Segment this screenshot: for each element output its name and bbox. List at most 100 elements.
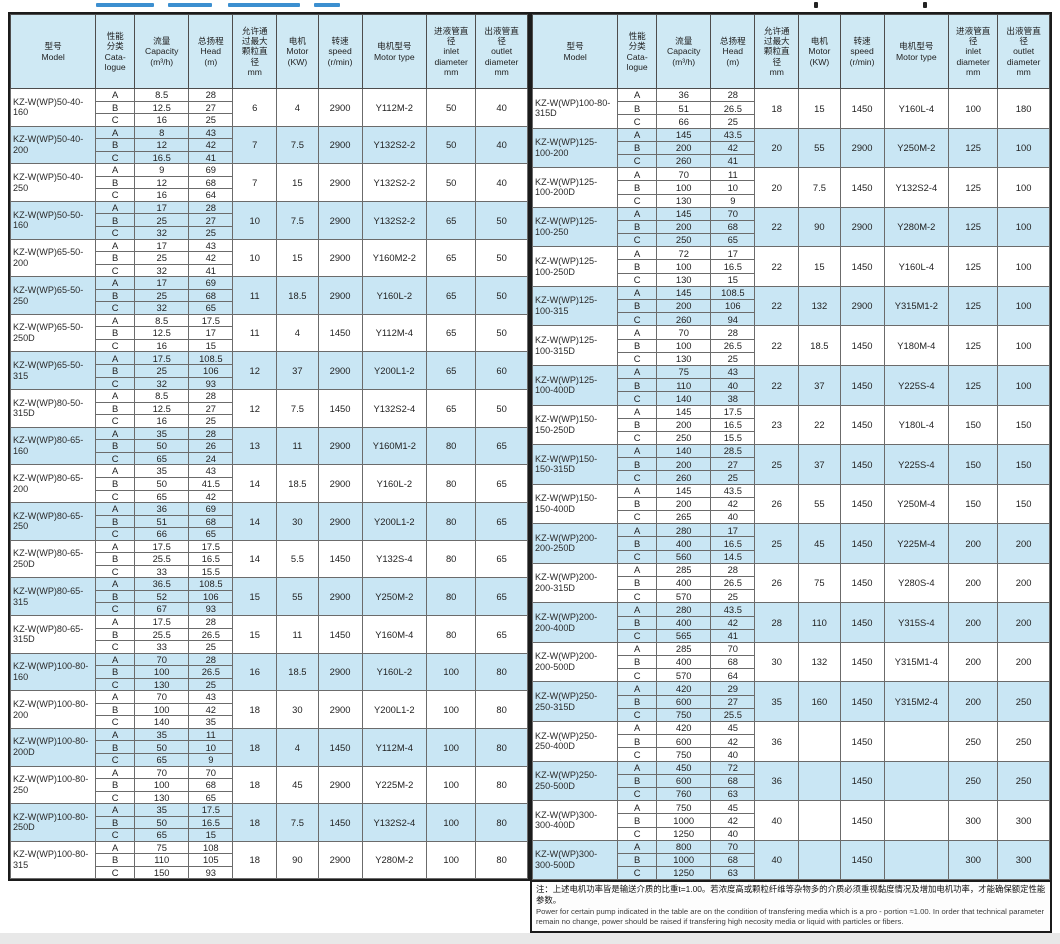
outlet-cell: 100 <box>997 364 1050 406</box>
capacity-cell: 200 <box>656 496 712 512</box>
capacity-cell: 250 <box>656 233 712 248</box>
speed-cell: 2900 <box>317 351 363 391</box>
inlet-cell: 100 <box>426 727 477 767</box>
motor-cell: 7.5 <box>798 167 841 208</box>
speed-cell: 1450 <box>839 800 885 841</box>
catalogue-cell: B <box>617 101 658 116</box>
catalogue-cell: B <box>95 589 136 604</box>
catalogue-cell: A <box>617 641 658 657</box>
catalogue-cell: A <box>617 523 658 538</box>
particle-cell: 11 <box>232 276 278 315</box>
speed-cell: 1450 <box>317 727 363 767</box>
capacity-cell: 750 <box>656 707 712 723</box>
catalogue-cell: A <box>95 88 136 102</box>
capacity-cell: 560 <box>656 549 712 564</box>
catalogue-cell: B <box>617 813 658 828</box>
table-row: KZ-W(WP)65-50-200 A 17 43 10 15 2900 Y160M2-2 65… <box>9 238 528 278</box>
motor-type-cell: Y200L1-2 <box>361 502 428 541</box>
motor-cell: 55 <box>276 577 319 616</box>
table-row: KZ-W(WP)150-150-400D A 145 43.5 26 55 1450 Y250… <box>531 483 1050 525</box>
column-header-catalogue: 性能 分类 Cata-logue <box>95 14 136 89</box>
model-cell: KZ-W(WP)50-40-200 <box>9 125 97 165</box>
capacity-cell: 25 <box>134 251 190 265</box>
table-row: B 200 42 <box>533 140 1050 155</box>
catalogue-cell: A <box>617 206 658 221</box>
inlet-cell: 80 <box>426 502 477 541</box>
particle-cell: 35 <box>754 681 800 722</box>
catalogue-cell: C <box>617 826 658 841</box>
catalogue-cell: B <box>95 552 136 566</box>
catalogue-cell: A <box>95 313 136 328</box>
head-cell: 27 <box>710 694 756 709</box>
speed-cell: 1450 <box>839 483 885 525</box>
head-cell: 40 <box>710 378 756 393</box>
head-cell: 28 <box>188 389 234 403</box>
capacity-cell: 1000 <box>656 813 712 828</box>
particle-cell: 12 <box>232 389 278 428</box>
head-cell: 25 <box>188 113 234 127</box>
head-cell: 70 <box>710 839 756 854</box>
head-cell: 63 <box>710 786 756 802</box>
table-row: KZ-W(WP)65-50-315 A 17.5 108.5 12 37 2900 Y200L… <box>9 351 528 391</box>
table-row: B 200 106 <box>533 298 1050 314</box>
cropped-title-fragment <box>96 3 154 7</box>
particle-cell: 25 <box>754 444 800 485</box>
table-row: C 33 15.5 <box>11 564 528 579</box>
catalogue-cell: B <box>617 417 658 432</box>
head-cell: 17 <box>710 246 756 261</box>
catalogue-cell: C <box>95 338 136 353</box>
head-cell: 68 <box>188 175 234 190</box>
inlet-cell: 300 <box>948 800 999 841</box>
capacity-cell: 36 <box>134 502 190 516</box>
catalogue-cell: A <box>617 444 658 459</box>
catalogue-cell: A <box>95 652 136 667</box>
inlet-cell: 150 <box>948 444 999 485</box>
catalogue-cell: B <box>617 378 658 393</box>
head-cell: 16.5 <box>188 552 234 566</box>
capacity-cell: 35 <box>134 464 190 478</box>
particle-cell: 26 <box>754 483 800 525</box>
capacity-cell: 8.5 <box>134 88 190 102</box>
head-cell: 25 <box>710 351 756 366</box>
head-cell: 25 <box>710 114 756 129</box>
motor-type-cell: Y160L-2 <box>361 464 428 504</box>
table-row: C 260 41 <box>533 153 1050 169</box>
head-cell: 68 <box>710 655 756 670</box>
motor-cell: 18.5 <box>276 652 319 692</box>
outlet-cell: 100 <box>997 206 1050 248</box>
particle-cell: 14 <box>232 539 278 579</box>
inlet-cell: 50 <box>426 88 477 127</box>
catalogue-cell: A <box>95 125 136 140</box>
capacity-cell: 51 <box>656 101 712 116</box>
table-row: C 65 9 <box>11 753 528 767</box>
capacity-cell: 65 <box>134 489 190 504</box>
head-cell: 106 <box>188 589 234 604</box>
catalogue-cell: B <box>617 298 658 314</box>
capacity-cell: 8 <box>134 125 190 140</box>
cropped-title-fragment <box>168 3 212 7</box>
speed-cell: 1450 <box>839 325 885 366</box>
catalogue-cell: A <box>95 238 136 253</box>
inlet-cell: 65 <box>426 200 477 240</box>
table-row: KZ-W(WP)80-65-315 A 36.5 108.5 15 55 2900 Y250M… <box>9 577 528 616</box>
table-row: B 200 42 <box>533 496 1050 512</box>
catalogue-cell: B <box>617 180 658 195</box>
head-cell: 70 <box>710 206 756 221</box>
motor-cell: 22 <box>798 404 841 446</box>
catalogue-cell: A <box>95 727 136 742</box>
head-cell: 28 <box>188 200 234 215</box>
catalogue-cell: C <box>617 430 658 446</box>
outlet-cell: 65 <box>475 502 528 541</box>
model-cell: KZ-W(WP)150-150-400D <box>531 483 619 525</box>
catalogue-cell: B <box>617 259 658 274</box>
capacity-cell: 1000 <box>656 852 712 868</box>
catalogue-cell: C <box>617 549 658 564</box>
model-cell: KZ-W(WP)80-50-315D <box>9 389 97 428</box>
head-cell: 29 <box>710 681 756 696</box>
capacity-cell: 32 <box>134 376 190 391</box>
speed-cell: 2900 <box>317 276 363 315</box>
catalogue-cell: B <box>617 338 658 353</box>
motor-type-cell: Y225S-4 <box>883 364 950 406</box>
table-row: KZ-W(WP)80-50-315D A 8.5 28 12 7.5 1450 Y132S2-… <box>9 389 528 428</box>
table-row: B 100 26.5 <box>11 665 528 679</box>
